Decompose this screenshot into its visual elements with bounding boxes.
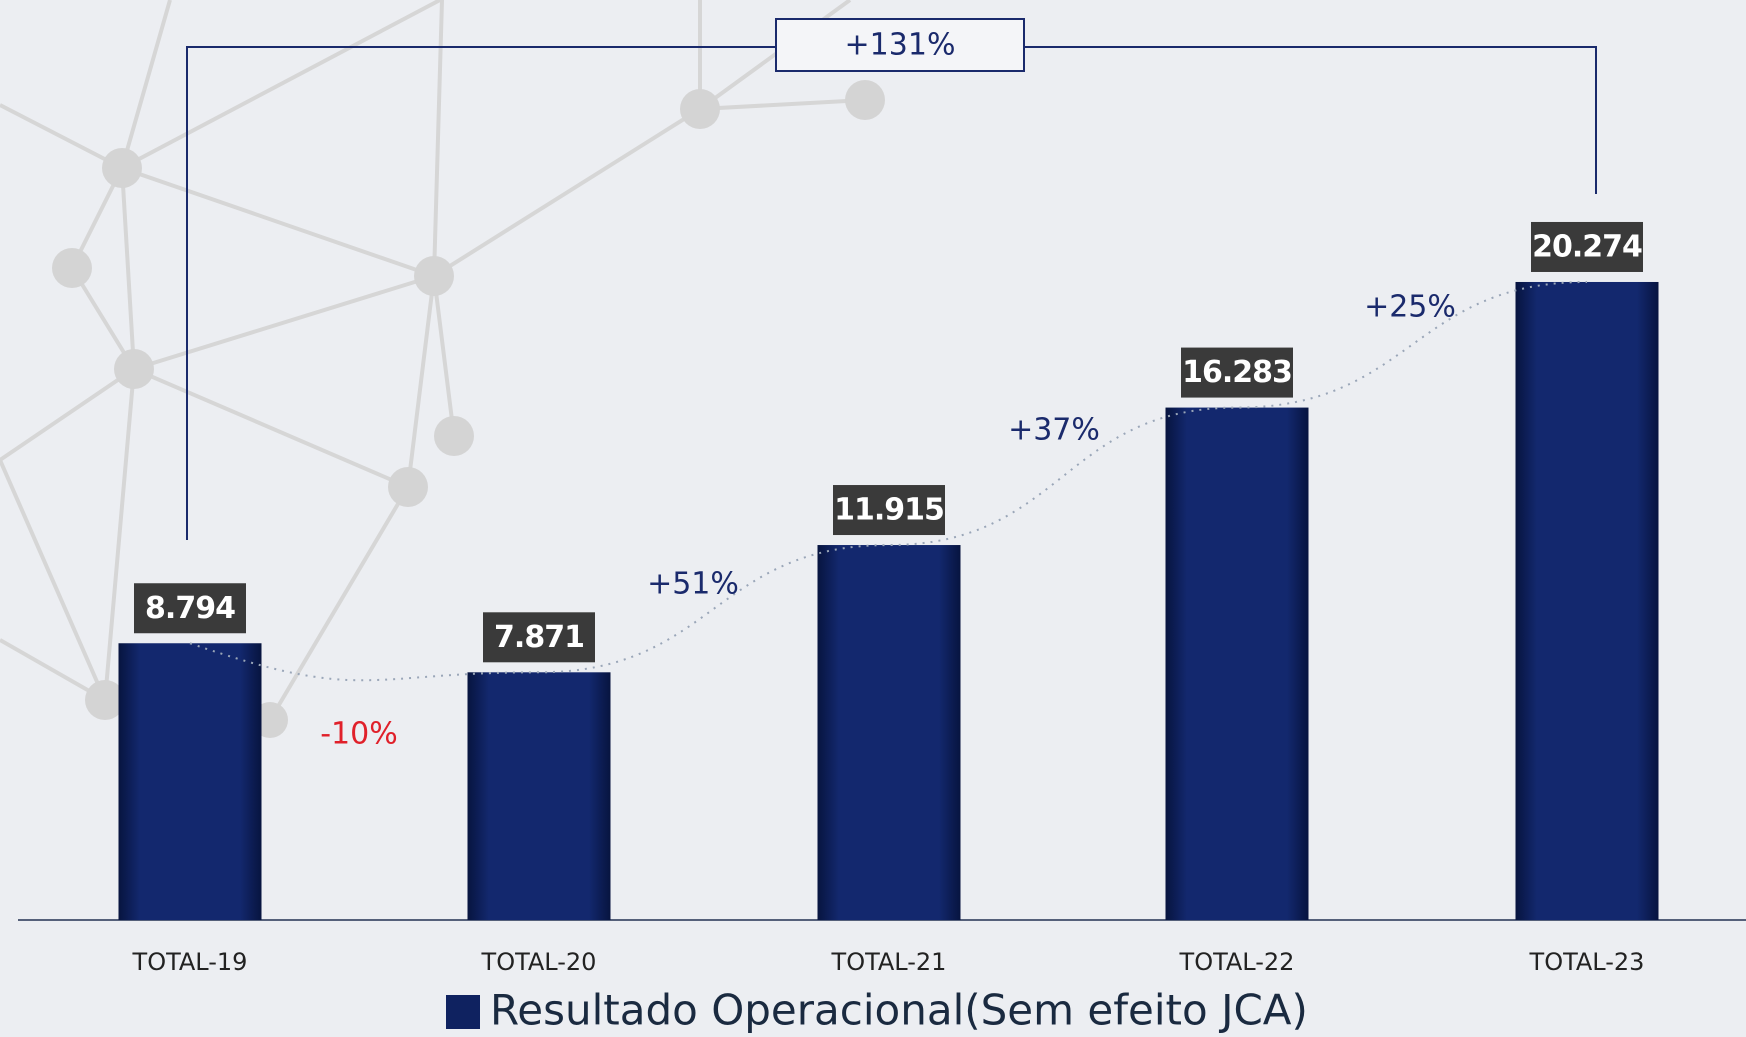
x-tick-label: TOTAL-20 <box>481 948 597 976</box>
x-tick-label: TOTAL-23 <box>1529 948 1645 976</box>
bar <box>119 643 262 920</box>
growth-label: +51% <box>647 567 739 602</box>
bar <box>1516 282 1659 920</box>
x-tick-label: TOTAL-22 <box>1179 948 1295 976</box>
x-tick-label: TOTAL-21 <box>831 948 947 976</box>
legend-swatch <box>446 995 480 1029</box>
chart: +131% Resultado Operacional(Sem efeito J… <box>0 0 1746 1037</box>
value-label: 11.915 <box>834 493 944 528</box>
value-label: 7.871 <box>494 620 584 655</box>
growth-label: +25% <box>1364 290 1456 325</box>
background-network <box>0 0 885 738</box>
legend: Resultado Operacional(Sem efeito JCA) <box>446 986 1308 1035</box>
total-arrow <box>1024 47 1596 194</box>
bar <box>468 672 611 920</box>
growth-label: +37% <box>1008 413 1100 448</box>
bar <box>818 545 961 920</box>
x-tick-label: TOTAL-19 <box>132 948 248 976</box>
value-label: 20.274 <box>1532 229 1642 264</box>
value-label: 8.794 <box>145 591 235 626</box>
value-label: 16.283 <box>1182 355 1292 390</box>
legend-label: Resultado Operacional(Sem efeito JCA) <box>490 986 1308 1035</box>
total-growth-label: +131% <box>845 28 956 63</box>
growth-label: -10% <box>320 717 398 752</box>
bar <box>1166 408 1309 920</box>
